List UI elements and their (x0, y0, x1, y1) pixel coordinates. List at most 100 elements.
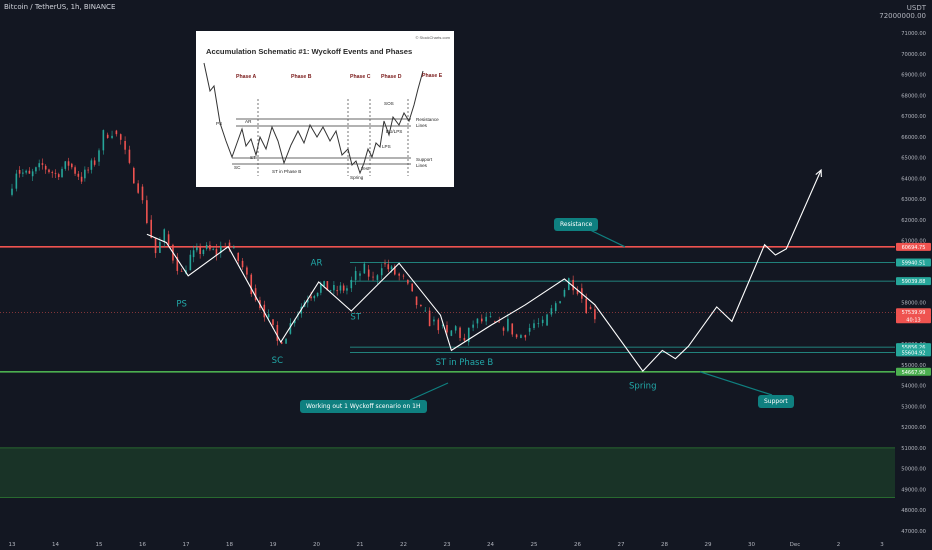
x-tick-label-20: 3 (880, 542, 884, 548)
candle-body (54, 172, 57, 174)
y-tick-label-2: 69000.00 (901, 73, 926, 79)
label-st-phase-b: ST in Phase B (436, 358, 494, 368)
candle-body (559, 301, 561, 304)
candle-body (137, 183, 139, 193)
phase-c-label: Phase C (350, 74, 371, 80)
candle-body (333, 284, 335, 291)
candle-body (77, 173, 80, 177)
candle-body (192, 250, 195, 258)
candle-body (176, 257, 179, 271)
candle-body (446, 325, 448, 333)
label-sc: SC (272, 356, 283, 366)
label-spring: Spring (629, 382, 656, 392)
candle-body (102, 130, 105, 151)
candle-body (459, 327, 461, 338)
candle-body (119, 134, 122, 140)
y-tick-label-9: 62000.00 (901, 218, 926, 224)
x-tick-label-10: 23 (444, 542, 451, 548)
candle-body (267, 314, 270, 318)
y-tick-label-11: 58000.00 (901, 301, 926, 307)
resistance-callout-pointer (587, 228, 626, 248)
candle-body (537, 323, 540, 324)
candle-body (228, 242, 231, 248)
wyckoff-path-arrowhead (815, 168, 822, 178)
phase-b-label: Phase B (291, 74, 312, 80)
candle-body (320, 284, 322, 293)
candle-body (589, 306, 592, 310)
y-tick-label-0: 71000.00 (901, 31, 926, 37)
price-level-tag-3 (896, 308, 931, 317)
candle-body (205, 245, 208, 249)
candle-body (541, 319, 544, 324)
candle-body (476, 318, 479, 324)
y-tick-label-13: 55000.00 (901, 363, 926, 369)
candle-body (189, 254, 192, 271)
currency-name: USDT (906, 4, 926, 12)
candle-body (524, 335, 527, 338)
y-tick-label-1: 70000.00 (901, 52, 926, 58)
resistance-callout: Resistance (554, 218, 599, 231)
candle-body (463, 337, 466, 341)
candle-body (74, 167, 76, 174)
currency-sub: 72000000.00 (879, 12, 926, 20)
y-tick-label-3: 68000.00 (901, 93, 926, 99)
candle-body (441, 325, 444, 326)
y-tick-label-17: 51000.00 (901, 446, 926, 452)
price-level-tag-4 (896, 315, 931, 324)
x-tick-label-19: 2 (837, 542, 841, 548)
price-level-label-1: 59940.51 (902, 260, 926, 266)
inset-support: Support (416, 157, 433, 162)
candle-body (437, 319, 440, 331)
candle-body (485, 316, 487, 322)
x-tick-label-17: 30 (748, 542, 755, 548)
label-st: ST (350, 312, 361, 322)
candle-body (354, 270, 357, 280)
candle-body (61, 168, 63, 178)
candle-body (515, 334, 518, 338)
candle-body (554, 303, 557, 312)
candle-body (80, 176, 83, 182)
candle-body (342, 285, 345, 291)
x-tick-label-13: 26 (574, 542, 581, 548)
y-tick-label-19: 49000.00 (901, 487, 926, 493)
support-callout-pointer (699, 371, 773, 396)
y-tick-label-21: 47000.00 (901, 529, 926, 535)
candle-body (35, 167, 37, 172)
y-tick-label-18: 50000.00 (901, 467, 926, 473)
candle-body (454, 326, 457, 331)
x-tick-label-12: 25 (531, 542, 538, 548)
candle-body (494, 321, 496, 323)
price-level-label-2: 59039.88 (902, 279, 926, 285)
candle-body (520, 335, 522, 338)
label-ps: PS (176, 300, 187, 310)
price-level-label-7: 54667.90 (902, 370, 926, 376)
candle-body (98, 150, 100, 162)
inset-st: ST (250, 155, 256, 160)
candle-body (246, 267, 248, 275)
x-tick-label-9: 22 (400, 542, 407, 548)
price-level-label-5: 55856.26 (902, 345, 926, 351)
candle-body (150, 219, 152, 238)
price-level-tag-7 (896, 367, 931, 376)
candle-body (363, 263, 366, 274)
candle-body (254, 288, 257, 301)
candle-body (280, 342, 283, 344)
schematic-diagram: Phase A Phase B Phase C Phase D Phase E … (203, 62, 443, 180)
candle-body (41, 163, 44, 165)
candle-body (407, 279, 409, 284)
candle-body (420, 305, 422, 307)
inset-test: Test (361, 166, 370, 171)
candle-body (326, 281, 329, 291)
candle-body (450, 330, 453, 336)
schematic-price-path (203, 62, 424, 175)
candle-body (272, 319, 274, 325)
y-tick-label-10: 61000.00 (901, 239, 926, 245)
candle-body (124, 140, 126, 150)
candle-body (502, 327, 505, 331)
candle-body (128, 149, 131, 163)
x-tick-label-15: 28 (661, 542, 668, 548)
price-level-label-3: 57539.99 (902, 310, 926, 316)
x-tick-label-14: 27 (618, 542, 625, 548)
price-level-tag-1 (896, 258, 931, 267)
